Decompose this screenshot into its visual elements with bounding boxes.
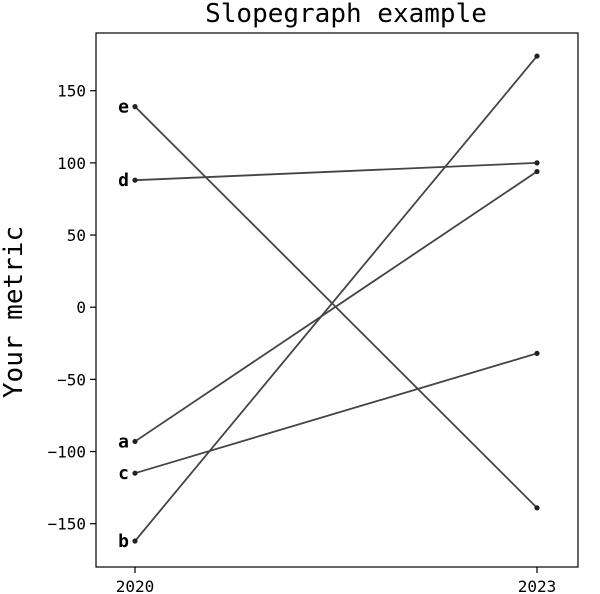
series-line-d	[134, 161, 538, 182]
plot-area: −150 −100 −50 0 50 100 150 2020 2023 a b c d e	[47, 32, 579, 594]
data-point-d-end	[534, 160, 540, 166]
data-point-a-start	[132, 438, 138, 445]
x-tick-label: 2023	[518, 577, 557, 594]
y-tick-label: −100	[47, 443, 86, 462]
series-line-b	[134, 55, 538, 542]
plot-frame	[95, 32, 579, 568]
data-point-e-start	[132, 104, 138, 110]
data-point-d-start	[132, 177, 138, 183]
y-tick-label: −150	[47, 515, 86, 534]
data-point-b-end	[534, 53, 540, 59]
y-tick-label: 0	[76, 298, 86, 317]
data-point-c-end	[534, 350, 540, 356]
y-tick-label: −50	[57, 370, 86, 389]
series-label-c: c	[118, 463, 129, 484]
data-point-a-end	[534, 168, 540, 175]
x-tick-label: 2020	[116, 577, 155, 594]
y-axis-label: Your metric	[0, 226, 29, 398]
y-tick-label: 100	[57, 154, 86, 173]
series-label-e: e	[118, 97, 129, 118]
series-label-d: d	[118, 170, 129, 191]
y-tick-label: 150	[57, 82, 86, 101]
series-line-e	[134, 105, 538, 509]
chart-title: Slopegraph example	[205, 0, 487, 29]
data-point-b-start	[132, 538, 138, 544]
series-label-b: b	[118, 531, 129, 552]
data-point-e-end	[534, 505, 540, 511]
series-label-a: a	[118, 431, 129, 452]
series-line-c	[134, 352, 538, 475]
y-tick-label: 50	[67, 226, 86, 245]
data-point-c-start	[132, 470, 138, 476]
